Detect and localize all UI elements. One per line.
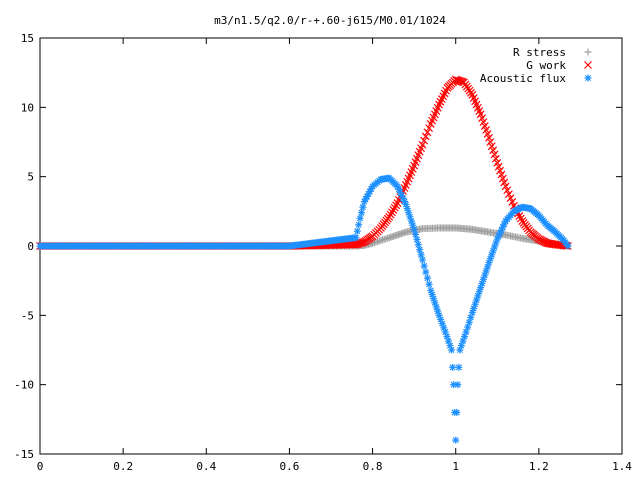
data-point xyxy=(357,238,366,247)
data-point xyxy=(353,227,361,235)
legend-label: Acoustic flux xyxy=(480,72,566,85)
data-point xyxy=(451,75,460,84)
y-tick-label: 5 xyxy=(27,171,34,184)
y-tick-label: 15 xyxy=(21,32,34,45)
data-point xyxy=(356,214,364,222)
data-point xyxy=(414,241,422,249)
data-point xyxy=(385,212,394,221)
data-point xyxy=(420,262,428,270)
data-point xyxy=(352,234,360,242)
data-point xyxy=(423,274,431,282)
data-point xyxy=(449,363,457,371)
data-point xyxy=(423,128,432,137)
y-tick-label: -10 xyxy=(14,379,34,392)
axes: 0 0.2 0.4 0.6 0.8 1 1.2 1.4 15 10 5 0 -5 -10 -15 xyxy=(14,32,632,473)
series-acoustic-flux xyxy=(36,174,572,444)
data-point xyxy=(422,268,430,276)
data-point xyxy=(501,182,510,191)
data-point xyxy=(470,304,478,312)
data-point xyxy=(455,77,464,85)
data-point xyxy=(486,138,495,146)
data-point xyxy=(420,136,429,145)
data-point xyxy=(389,206,398,214)
data-point xyxy=(435,311,443,319)
x-tick-label: 1.4 xyxy=(612,460,632,473)
data-point xyxy=(454,76,463,85)
y-tick-label: -5 xyxy=(21,309,34,322)
data-point xyxy=(428,291,436,299)
data-point xyxy=(418,140,427,149)
data-point xyxy=(454,381,462,389)
data-point xyxy=(417,251,425,259)
data-point xyxy=(508,197,517,206)
data-point xyxy=(412,230,420,238)
data-point xyxy=(410,225,418,233)
data-point xyxy=(353,240,362,249)
x-tick-label: 1 xyxy=(452,460,459,473)
series-g-work xyxy=(36,75,572,250)
data-point xyxy=(452,436,460,444)
data-point xyxy=(485,133,493,142)
x-tick-label: 0 xyxy=(37,460,44,473)
data-point xyxy=(359,203,367,211)
data-point xyxy=(392,201,401,210)
data-point xyxy=(489,146,498,155)
data-point xyxy=(455,363,463,371)
legend-marker xyxy=(584,61,592,69)
x-tick-label: 0.6 xyxy=(279,460,299,473)
y-tick-label: -15 xyxy=(14,448,34,461)
data-point xyxy=(453,408,461,416)
legend-marker xyxy=(584,74,592,82)
y-tick-label: 0 xyxy=(27,240,34,253)
x-tick-label: 0.2 xyxy=(113,460,133,473)
data-point xyxy=(360,198,368,206)
data-point xyxy=(425,124,434,133)
data-point xyxy=(425,280,433,288)
data-point xyxy=(390,203,399,212)
x-tick-label: 0.8 xyxy=(363,460,383,473)
x-tick-label: 1.2 xyxy=(529,460,549,473)
data-point xyxy=(503,186,512,195)
legend-marker xyxy=(584,48,592,56)
data-point xyxy=(453,76,462,84)
data-point xyxy=(418,256,426,264)
data-point xyxy=(564,242,572,250)
data-point xyxy=(386,210,395,219)
data-point xyxy=(413,236,421,244)
data-point xyxy=(416,246,424,254)
data-point xyxy=(491,154,500,163)
chart-title: m3/n1.5/q2.0/r-+.60-j615/M0.01/1024 xyxy=(214,14,446,27)
data-point xyxy=(505,190,513,199)
data-point xyxy=(354,239,363,248)
data-point xyxy=(490,150,499,159)
legend-label: R stress xyxy=(513,46,566,59)
data-point xyxy=(352,240,360,249)
data-point xyxy=(506,194,515,202)
data-point xyxy=(355,221,363,229)
data-point xyxy=(388,208,396,217)
y-tick-label: 10 xyxy=(21,101,34,114)
series-layer xyxy=(36,75,572,444)
data-point xyxy=(356,239,365,248)
data-point xyxy=(487,142,496,151)
x-tick-label: 0.4 xyxy=(196,460,216,473)
data-point xyxy=(448,346,456,354)
data-point xyxy=(357,209,365,217)
data-point xyxy=(421,132,430,141)
legend-label: G work xyxy=(526,59,566,72)
